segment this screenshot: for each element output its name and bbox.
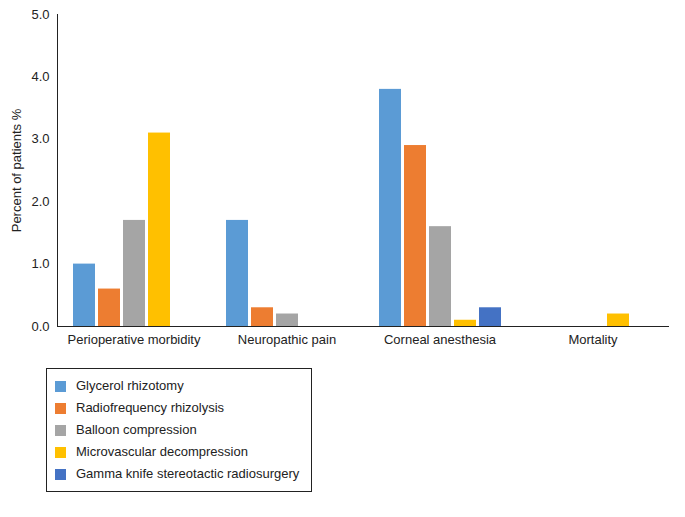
svg-text:Percent of patients %: Percent of patients % [9,108,24,232]
html-text:Gamma knife stereotactic radio: Gamma knife stereotactic radiosurgery [76,466,300,481]
svg-text:Corneal anesthesia: Corneal anesthesia [384,332,497,347]
svg-text:Mortality: Mortality [568,332,618,347]
svg-text:Perioperative morbidity: Perioperative morbidity [68,332,201,347]
svg-text:Neuropathic pain: Neuropathic pain [238,332,336,347]
svg-text:4.0: 4.0 [31,69,49,84]
svg-text:1.0: 1.0 [31,256,49,271]
html-text:Radiofrequency rhizolysis: Radiofrequency rhizolysis [76,400,225,415]
html-text:Glycerol rhizotomy: Glycerol rhizotomy [76,378,184,393]
svg-text:0.0: 0.0 [31,319,49,334]
html-text:Microvascular decompression: Microvascular decompression [76,444,248,459]
html-text:Balloon compression: Balloon compression [76,422,197,437]
svg-text:3.0: 3.0 [31,131,49,146]
svg-text:5.0: 5.0 [31,7,49,22]
svg-text:2.0: 2.0 [31,194,49,209]
